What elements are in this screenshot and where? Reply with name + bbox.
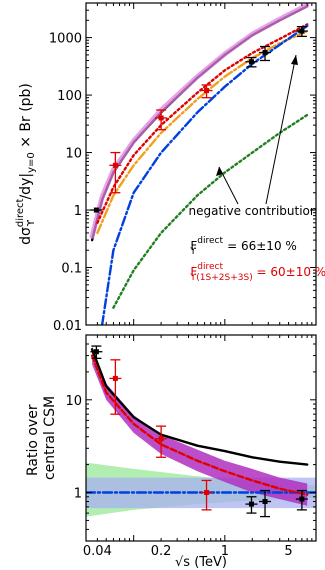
bottom-panel: 1 10 0.04 0.2 1 5 Ratio over central CSM √s … [25,334,317,570]
top-point-4 [245,56,258,68]
bottom-series-1 [90,348,309,466]
bottom-y-axis: 1 10 [65,334,316,542]
top-plot-frame [85,2,317,326]
bottom-point-5 [259,489,272,518]
bottom-y-tick-label-0: 1 [74,487,82,502]
direct-fraction-upsilon-sum: Fdirect ϒ(1S+2S+3S) = 60±10 % [190,262,325,283]
top-point-5 [259,45,272,62]
bottom-x-tick-label-1: 0.2 [151,544,172,559]
bottom-point-0 [90,345,103,359]
top-data-points [90,26,308,213]
top-series-1 [89,3,310,239]
top-series-5 [112,113,309,309]
bottom-x-tick-label-2: 1 [221,544,229,559]
bottom-y-axis-label: Ratio over central CSM [25,396,58,480]
bottom-x-axis: 0.04 0.2 1 5 [83,335,317,559]
negative-contribution-annotation: negative contribution [188,54,318,218]
top-y-tick-label-4: 100 [57,89,82,104]
bottom-point-2 [155,425,168,458]
top-y-tick-label-5: 1000 [49,32,82,47]
direct-fraction-upsilon: Fdirect ϒ = 66±10 % [190,236,297,257]
bottom-x-tick-label-3: 5 [284,544,292,559]
top-panel: 0.01 0.1 1 10 100 1000 dσdirectϒ/dy|y=0 × Br … [15,2,325,334]
top-y-axis-label: dσdirectϒ/dy|y=0 × Br (pb) [15,83,37,245]
top-point-3 [200,84,213,99]
x-axis-label: √s (TeV) [175,555,227,570]
top-point-0 [90,207,103,213]
top-y-tick-label-3: 10 [65,147,82,162]
bottom-point-1 [109,359,122,415]
top-series-4 [100,24,309,325]
bottom-uncertainty-bands [86,346,316,517]
bottom-plot-frame [85,334,317,542]
bottom-data-points [90,345,308,518]
bottom-point-6 [295,489,308,511]
bottom-y-tick-label-1: 10 [65,394,82,409]
top-series-2 [96,23,309,224]
top-series-group [89,3,310,325]
top-x-ticks [85,3,317,325]
top-point-6 [295,26,308,38]
top-point-2 [155,109,168,131]
top-y-axis: 0.01 0.1 1 10 100 1000 [49,2,316,334]
top-point-1 [109,151,122,194]
negative-contribution-label: negative contribution [188,204,317,218]
top-series-3 [96,29,309,235]
bottom-point-3 [200,479,213,511]
top-y-tick-label-1: 0.1 [61,262,82,277]
bottom-point-4 [245,496,258,514]
top-y-tick-label-2: 1 [74,204,82,219]
bottom-x-tick-label-0: 0.04 [83,544,112,559]
top-y-tick-label-0: 0.01 [53,319,82,334]
